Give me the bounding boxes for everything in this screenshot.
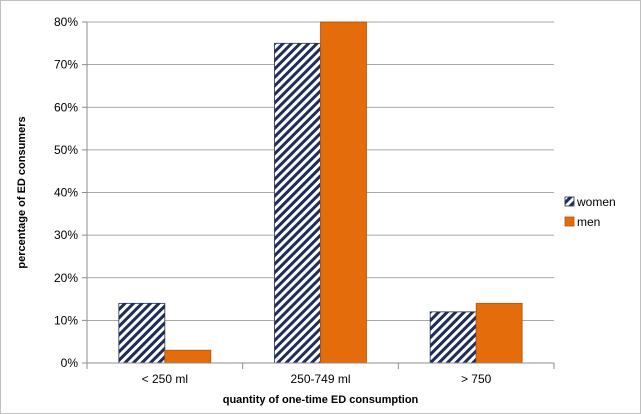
bar-men	[320, 21, 367, 364]
x-tick-label: > 750	[461, 372, 492, 386]
x-tick-label: 250-749 ml	[290, 372, 350, 386]
y-tick-label: 50%	[54, 143, 78, 157]
bar-women	[429, 311, 477, 364]
x-axis-title: quantity of one-time ED consumption	[223, 394, 419, 406]
y-tick-label: 60%	[54, 100, 78, 114]
y-tick-label: 0%	[61, 356, 79, 370]
y-tick-label: 20%	[54, 271, 78, 285]
y-axis-title: percentage of ED consumers	[16, 116, 28, 268]
y-tick-label: 30%	[54, 228, 78, 242]
legend-swatch-men	[564, 216, 575, 227]
y-tick-label: 80%	[54, 15, 78, 29]
bar-men	[475, 302, 523, 364]
legend: women men	[564, 195, 616, 229]
y-tick-label: 70%	[54, 58, 78, 72]
y-tick-label: 10%	[54, 313, 78, 327]
legend-swatch-women	[564, 196, 575, 207]
bars	[118, 21, 523, 364]
bar-men	[164, 349, 212, 364]
bar-women	[274, 42, 321, 364]
x-tick-labels: < 250 ml 250-749 ml > 750	[86, 363, 555, 386]
y-tick-labels: 0% 10% 20% 30% 40% 50% 60% 70% 80%	[54, 15, 87, 370]
bar-women	[118, 302, 166, 364]
x-tick-label: < 250 ml	[142, 372, 188, 386]
legend-label-women: women	[576, 195, 616, 209]
y-tick-label: 40%	[54, 186, 78, 200]
legend-label-men: men	[577, 215, 600, 229]
